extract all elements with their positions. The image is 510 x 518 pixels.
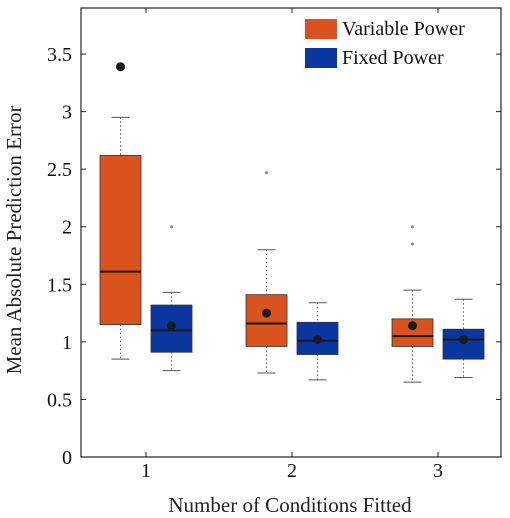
- legend-label: Fixed Power: [342, 47, 444, 69]
- iqr-box: [99, 154, 142, 326]
- iqr-box: [150, 304, 193, 353]
- y-axis-label: Mean Absolute Prediction Error: [2, 106, 26, 375]
- axes: 0 0.5 1 1.5 2 2.5 3 3.5 1 2 3: [47, 7, 502, 482]
- outlier-point: [170, 225, 173, 229]
- outlier-point: [411, 242, 414, 246]
- mean-marker: [313, 335, 322, 345]
- y-tick-label: 2.5: [47, 159, 72, 181]
- y-tick-label: 2: [62, 217, 72, 239]
- x-axis-label: Number of Conditions Fitted: [168, 493, 412, 517]
- mean-marker: [262, 308, 271, 318]
- mean-marker: [167, 321, 176, 331]
- y-tick-label: 0.5: [47, 389, 72, 411]
- iqr-box: [442, 328, 485, 360]
- legend-label: Variable Power: [342, 18, 465, 40]
- y-tick-label: 1: [62, 332, 72, 354]
- x-tick-label: 3: [433, 460, 443, 482]
- y-tick-label: 3: [62, 102, 72, 124]
- y-tick-label: 0: [62, 447, 72, 469]
- x-tick-label: 2: [287, 460, 297, 482]
- legend-swatch: [305, 19, 337, 39]
- mean-marker: [116, 62, 125, 72]
- legend-swatch: [305, 48, 337, 68]
- outlier-point: [265, 171, 268, 175]
- iqr-box: [296, 321, 339, 355]
- mean-marker: [408, 321, 417, 331]
- mean-marker: [459, 335, 468, 345]
- legend: Variable Power Fixed Power: [305, 18, 465, 69]
- y-tick-label: 1.5: [47, 274, 72, 296]
- outlier-point: [411, 225, 414, 229]
- x-tick-label: 1: [141, 460, 151, 482]
- box-marks: [99, 62, 485, 383]
- plot-frame: [80, 7, 502, 458]
- iqr-box: [245, 294, 288, 347]
- y-tick-label: 3.5: [47, 44, 72, 66]
